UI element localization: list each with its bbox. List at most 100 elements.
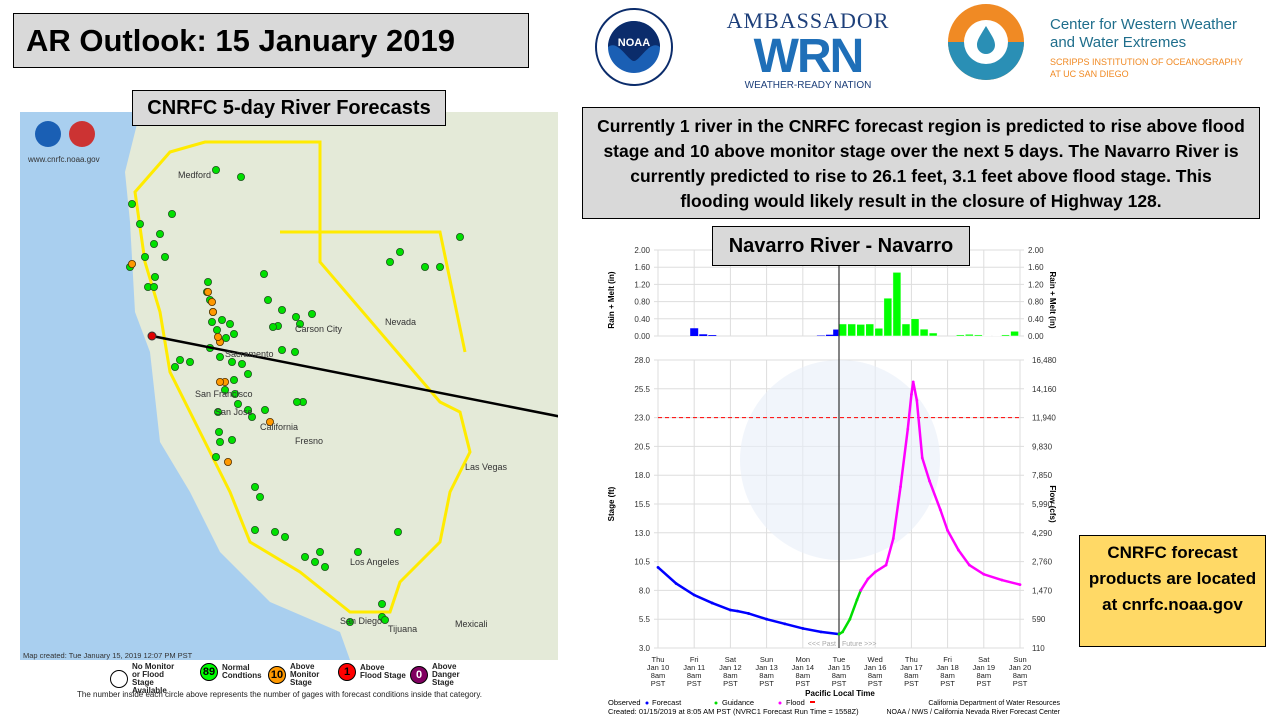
created-text: Created: 01/15/2019 at 8:05 AM PST (NVRC… — [608, 707, 859, 716]
x-tick-label: PST — [904, 679, 919, 688]
stage-point-guidance — [855, 598, 859, 602]
map-label-nevada: Nevada — [385, 317, 416, 327]
gage-dot-normal — [221, 333, 230, 342]
gage-dot-normal — [377, 599, 386, 608]
gage-dot-monitor — [215, 377, 224, 386]
flow-ylabel: Flow (cfs) — [1048, 485, 1057, 523]
gage-dot-normal — [203, 277, 212, 286]
gage-dot-normal — [277, 305, 286, 314]
precip-bar-forecast — [910, 318, 920, 337]
precip-bar-forecast — [928, 332, 938, 337]
stage-tick-label: 18.0 — [634, 471, 650, 480]
precip-bar-forecast — [974, 334, 983, 337]
flow-tick-label: 590 — [1032, 615, 1046, 624]
x-tick-label: Fri — [943, 655, 952, 664]
precip-tick-label-right: 0.80 — [1028, 298, 1044, 307]
gage-dot-monitor — [208, 307, 217, 316]
gage-dot-normal — [136, 220, 145, 229]
gage-dot-normal — [237, 359, 246, 368]
gage-dot-normal — [215, 437, 224, 446]
gage-dot-normal — [150, 272, 159, 281]
cw3e-name-2: and Water Extremes — [1050, 34, 1187, 51]
stage-point-guidance — [837, 632, 841, 636]
gage-dot-normal — [260, 405, 269, 414]
flow-tick-label: 4,290 — [1032, 529, 1053, 538]
future-label: Future >>> — [842, 641, 876, 648]
gage-dot-normal — [385, 257, 394, 266]
x-tick-label: PST — [759, 679, 774, 688]
stage-ylabel: Stage (ft) — [607, 486, 616, 521]
gage-dot-normal — [229, 329, 238, 338]
chart-legend-guidance: Guidance — [722, 698, 754, 707]
stage-tick-label: 8.0 — [639, 586, 651, 595]
gage-dot-normal — [270, 527, 279, 536]
stage-point-forecast — [1000, 578, 1004, 582]
precip-tick-label: 0.00 — [634, 332, 650, 341]
stage-point-forecast — [982, 572, 986, 576]
stage-point-guidance — [841, 630, 845, 634]
x-tick-label: 8am — [940, 671, 955, 680]
stage-point-forecast — [866, 577, 870, 581]
legend-item: No Monitor or Flood Stage Available — [110, 663, 178, 695]
gage-dot-normal — [393, 527, 402, 536]
stage-point-forecast — [891, 537, 895, 540]
stage-point-observed — [674, 582, 678, 585]
stage-tick-label: 25.5 — [634, 385, 650, 394]
gage-dot-monitor — [223, 457, 232, 466]
x-tick-label: Jan 14 — [792, 663, 815, 672]
gage-dot-monitor — [213, 332, 222, 341]
stage-tick-label: 3.0 — [639, 644, 651, 653]
x-tick-label: PST — [940, 679, 955, 688]
gage-dot-normal — [307, 309, 316, 318]
stage-point-observed — [710, 601, 714, 605]
legend-item: 89 Normal Condtions — [200, 663, 268, 681]
gage-dot-normal — [255, 492, 264, 501]
nws-small-icon — [69, 121, 95, 147]
navarro-gage-marker[interactable] — [147, 331, 157, 341]
map-label-carson-city: Carson City — [295, 324, 343, 334]
gage-dots — [126, 166, 464, 626]
gage-dot-normal — [227, 357, 236, 366]
noaa-small-icon — [35, 121, 61, 147]
gage-dot-normal — [149, 239, 158, 248]
gage-dot-normal — [213, 407, 222, 416]
stage-point-forecast — [967, 563, 971, 567]
cw3e-name-4: AT UC SAN DIEGO — [1050, 69, 1129, 79]
stage-tick-label: 13.0 — [634, 529, 650, 538]
xlabel: Pacific Local Time — [805, 689, 875, 698]
x-tick-label: Thu — [905, 655, 918, 664]
summary-text: Currently 1 river in the CNRFC forecast … — [582, 107, 1260, 219]
gage-dot-normal — [236, 173, 245, 182]
slide-title: AR Outlook: 15 January 2019 — [13, 13, 529, 68]
stage-series-guidance — [838, 589, 862, 636]
legend-label: Above Flood Stage — [360, 663, 406, 680]
precip-bar-observed — [708, 335, 717, 336]
gage-dot-normal — [310, 557, 319, 566]
x-tick-label: PST — [868, 679, 883, 688]
precip-tick-label-right: 1.20 — [1028, 280, 1044, 289]
legend-item: 1 Above Flood Stage — [338, 663, 406, 681]
stage-point-observed — [765, 617, 768, 621]
x-tick-label: Jan 11 — [683, 663, 705, 672]
precip-tick-label: 0.40 — [634, 315, 650, 324]
map-label-san-francisco: San Francisco — [195, 389, 253, 399]
x-tick-label: PST — [651, 679, 666, 688]
x-tick-label: 8am — [1013, 671, 1028, 680]
precip-tick-label-right: 0.00 — [1028, 332, 1044, 341]
map-title: CNRFC 5-day River Forecasts — [132, 90, 446, 126]
water-drop-icon — [948, 4, 1024, 80]
gage-dot-normal — [250, 482, 259, 491]
gage-dot-normal — [259, 269, 268, 278]
gage-dot-normal — [280, 532, 289, 541]
gage-dot-normal — [220, 385, 229, 394]
credit-2: NOAA / NWS / California Nevada River For… — [886, 709, 1060, 716]
gage-dot-normal — [229, 375, 238, 384]
gage-dot-normal — [167, 210, 176, 219]
gage-dot-normal — [155, 230, 164, 239]
stage-point-forecast — [906, 427, 910, 431]
legend-label: Normal Condtions — [222, 663, 262, 680]
flow-tick-label: 16,480 — [1032, 356, 1057, 365]
legend-circle-icon — [110, 670, 128, 688]
map-label-las-vegas: Las Vegas — [465, 462, 508, 472]
stage-series-observed — [657, 566, 840, 636]
